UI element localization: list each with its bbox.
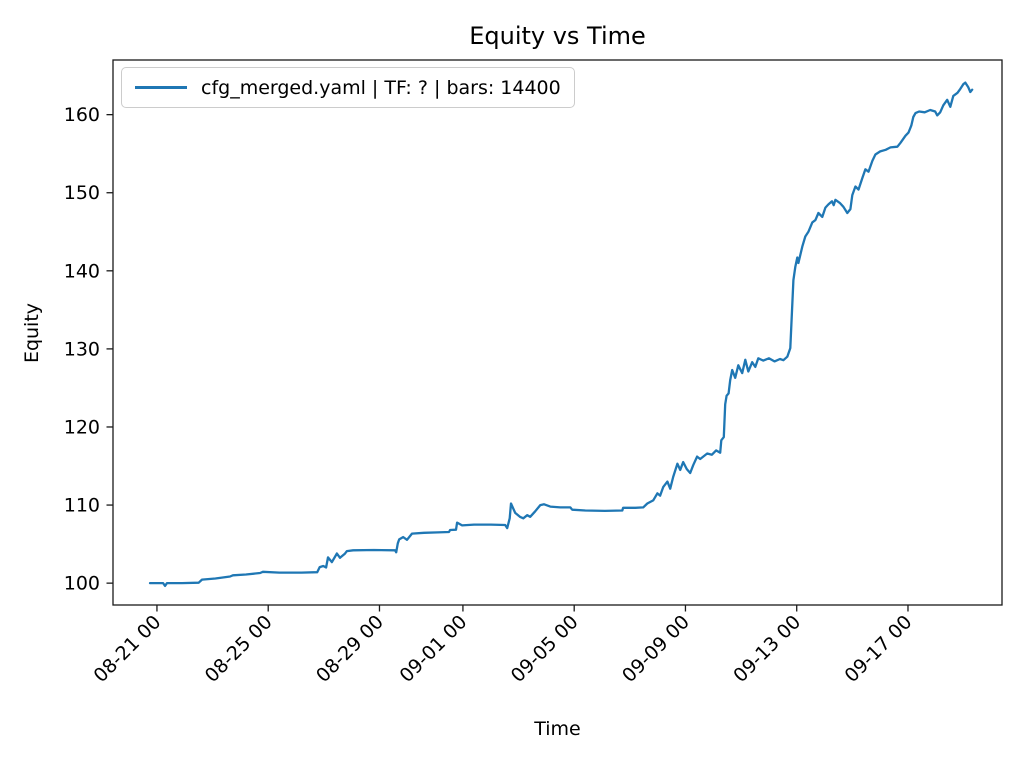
x-tick-label: 09-09 00	[618, 611, 694, 687]
y-tick-label: 150	[64, 182, 100, 204]
y-tick-label: 120	[64, 416, 100, 438]
x-tick-label: 09-13 00	[729, 611, 805, 687]
y-tick-label: 100	[64, 573, 100, 595]
legend-line-sample	[135, 86, 187, 89]
chart-title: Equity vs Time	[469, 22, 646, 50]
axes-spines	[112, 59, 1003, 606]
legend-label: cfg_merged.yaml | TF: ? | bars: 14400	[201, 76, 561, 99]
y-tick-label: 130	[64, 338, 100, 360]
x-tick-label: 09-05 00	[507, 611, 583, 687]
x-axis-label: Time	[534, 718, 581, 740]
x-tick-label: 08-29 00	[312, 611, 388, 687]
legend: cfg_merged.yaml | TF: ? | bars: 14400	[121, 67, 575, 108]
y-axis-label: Equity	[21, 302, 43, 364]
x-tick-label: 09-17 00	[841, 611, 917, 687]
y-tick-label: 160	[64, 104, 100, 126]
x-tick-label: 08-21 00	[90, 611, 166, 687]
x-tick-label: 09-01 00	[395, 611, 471, 687]
y-tick-label: 110	[64, 495, 100, 517]
equity-line	[148, 81, 974, 588]
x-tick-label: 08-25 00	[201, 611, 277, 687]
y-tick-label: 140	[64, 260, 100, 282]
